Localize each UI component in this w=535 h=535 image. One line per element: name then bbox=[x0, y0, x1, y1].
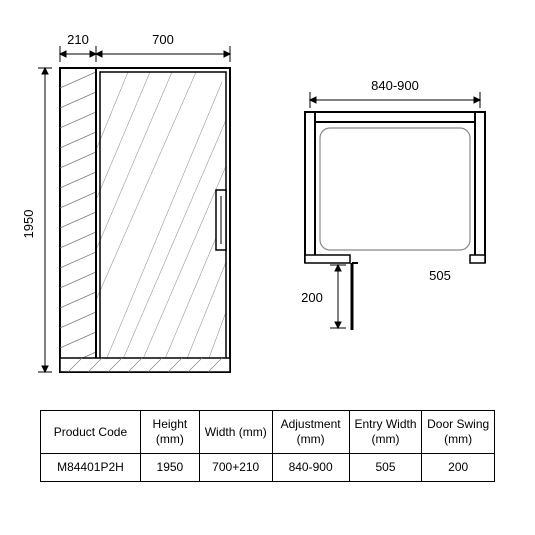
cell-door-swing: 200 bbox=[422, 454, 495, 482]
col-width: Width (mm) bbox=[199, 411, 272, 454]
cell-product-code: M84401P2H bbox=[41, 454, 141, 482]
table-row: M84401P2H 1950 700+210 840-900 505 200 bbox=[41, 454, 495, 482]
cell-height: 1950 bbox=[140, 454, 199, 482]
cell-adjustment: 840-900 bbox=[272, 454, 349, 482]
spec-table: Product Code Height (mm) Width (mm) Adju… bbox=[40, 410, 495, 482]
col-door-swing: Door Swing (mm) bbox=[422, 411, 495, 454]
front-elevation: 210 700 1950 bbox=[21, 32, 230, 372]
plan-view: 840-900 505 200 bbox=[301, 78, 485, 330]
cell-width: 700+210 bbox=[199, 454, 272, 482]
dim-door-width: 700 bbox=[152, 32, 174, 47]
cell-entry-width: 505 bbox=[349, 454, 422, 482]
table-head-row: Product Code Height (mm) Width (mm) Adju… bbox=[41, 411, 495, 454]
col-entry-width: Entry Width (mm) bbox=[349, 411, 422, 454]
dim-swing: 200 bbox=[301, 290, 323, 305]
dim-height: 1950 bbox=[21, 210, 36, 239]
dim-side-panel: 210 bbox=[67, 32, 89, 47]
dim-entry: 505 bbox=[429, 268, 451, 283]
dim-adjustment: 840-900 bbox=[371, 78, 419, 93]
col-product-code: Product Code bbox=[41, 411, 141, 454]
col-adjustment: Adjustment (mm) bbox=[272, 411, 349, 454]
col-height: Height (mm) bbox=[140, 411, 199, 454]
